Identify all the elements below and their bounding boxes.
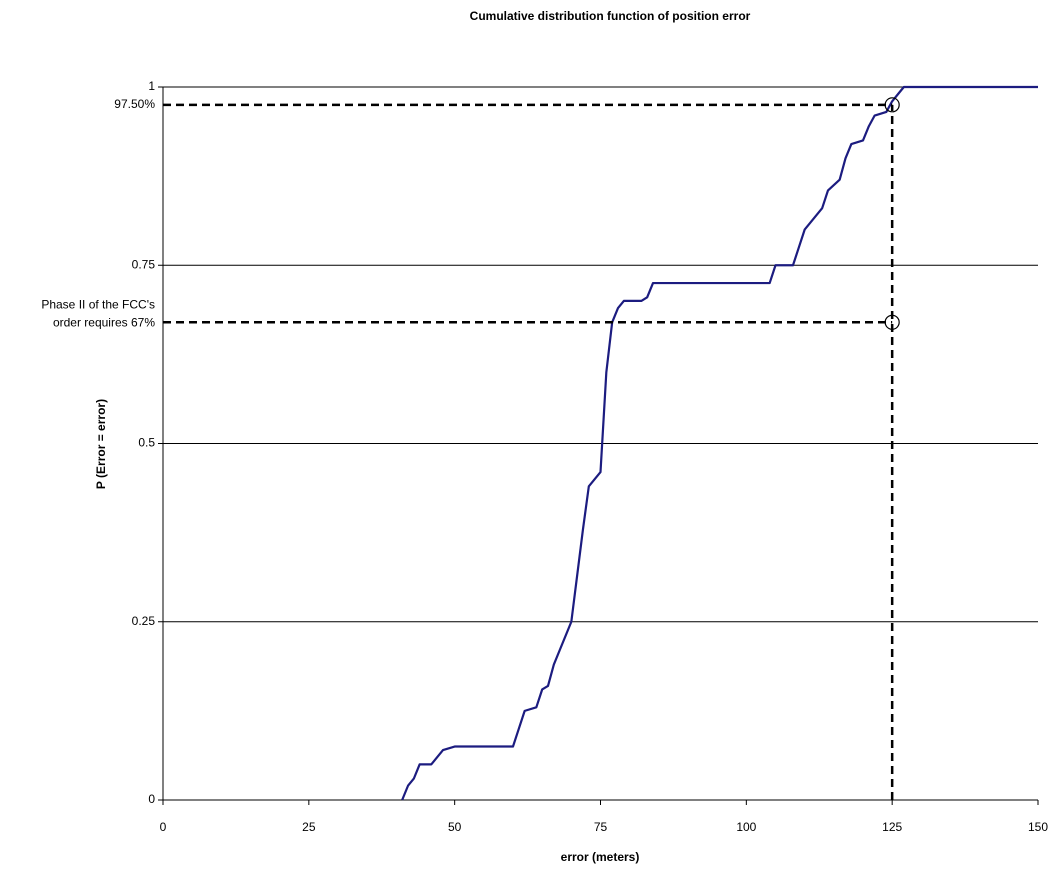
x-tick-label: 150: [1028, 820, 1048, 834]
x-tick-label: 25: [302, 820, 316, 834]
x-axis-title: error (meters): [561, 850, 640, 864]
x-tick-label: 125: [882, 820, 902, 834]
y-axis-title: P (Error = error): [94, 399, 108, 489]
reference-point: [884, 97, 900, 113]
x-tick-label: 50: [448, 820, 462, 834]
annotation-label: 97.50%: [114, 97, 155, 111]
y-tick-label: 0.75: [132, 257, 156, 271]
cdf-line: [401, 85, 1038, 801]
y-tick-label: 1: [148, 79, 155, 93]
annotation-label: Phase II of the FCC's: [41, 297, 155, 311]
x-tick-label: 75: [594, 820, 608, 834]
x-tick-label: 0: [160, 820, 167, 834]
chart-title: Cumulative distribution function of posi…: [470, 9, 751, 23]
y-tick-label: 0.5: [138, 436, 155, 450]
x-tick-label: 100: [736, 820, 756, 834]
y-tick-label: 0.25: [132, 614, 156, 628]
annotation-label: order requires 67%: [53, 315, 155, 329]
y-tick-label: 0: [148, 792, 155, 806]
